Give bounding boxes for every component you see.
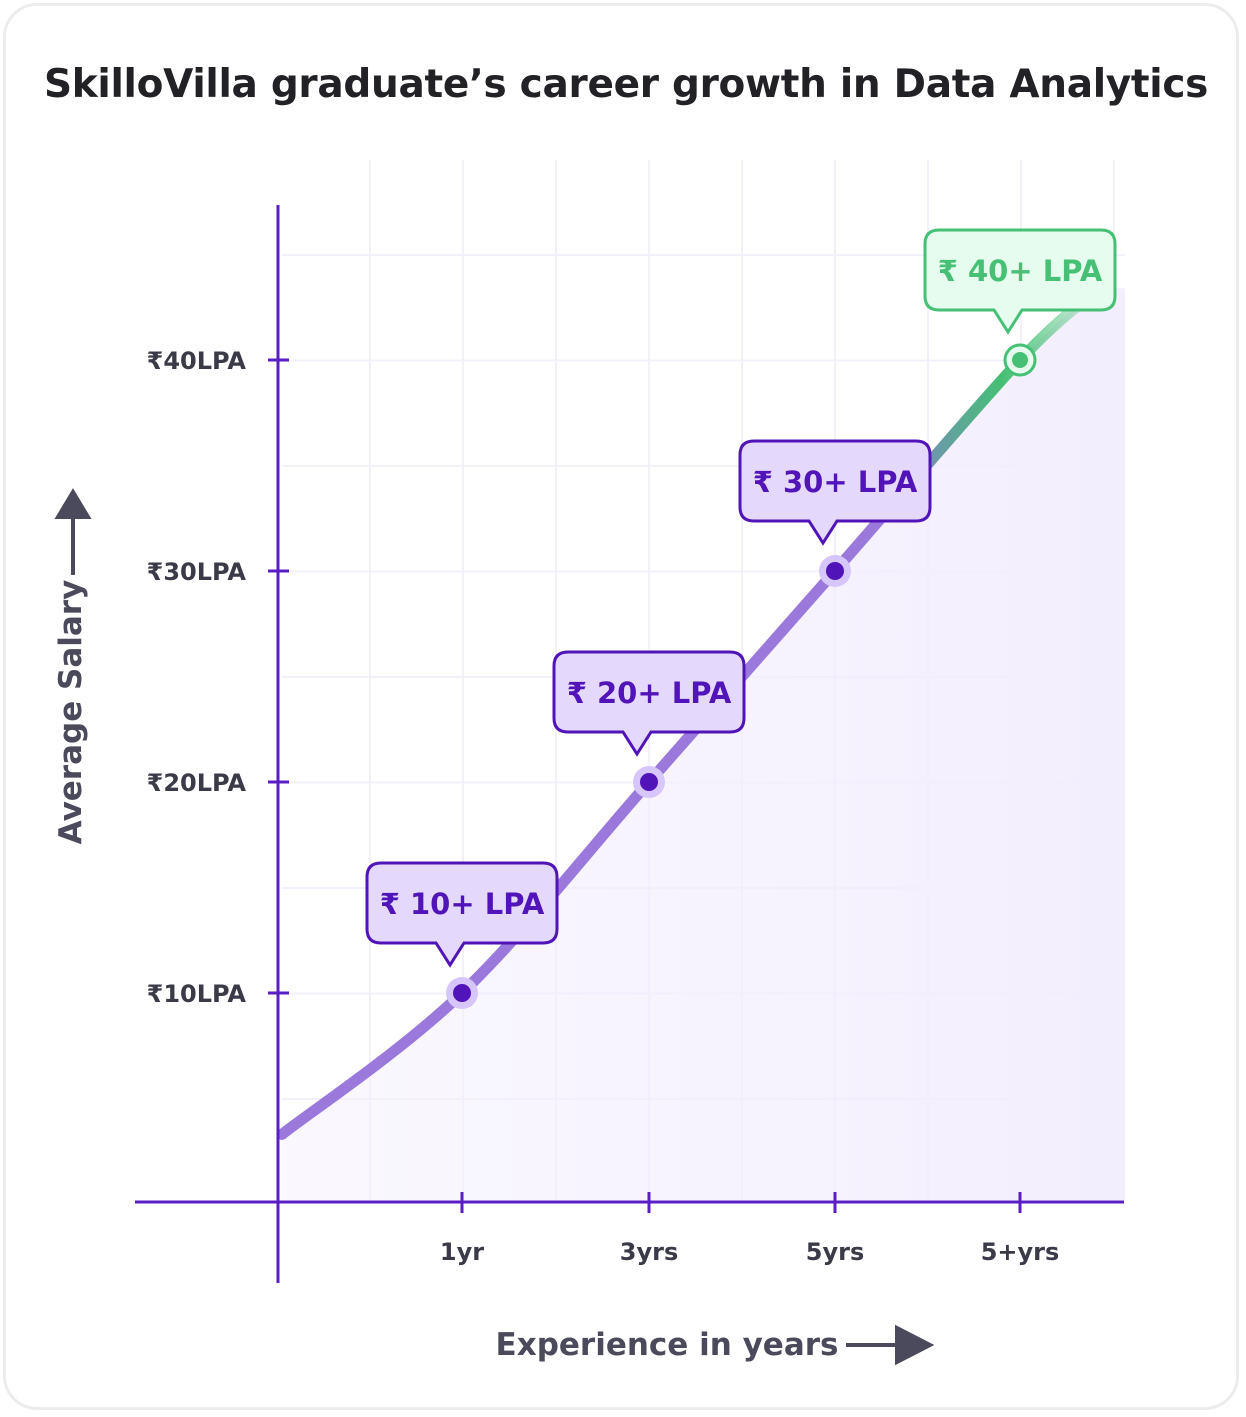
callout-bubble — [552, 650, 746, 757]
callout-bubble — [738, 439, 932, 546]
y-tick-label: ₹20LPA — [147, 769, 247, 797]
x-tick-label: 3yrs — [620, 1238, 678, 1266]
x-axis-title: Experience in years — [496, 1327, 839, 1363]
y-tick-label: ₹10LPA — [147, 980, 247, 1008]
callout-label: ₹ 20+ LPA — [567, 676, 732, 710]
x-tick-label: 5+yrs — [981, 1238, 1060, 1266]
x-tick-label: 1yr — [440, 1238, 484, 1266]
arrow-right-icon — [846, 1324, 935, 1366]
y-tick-label: ₹30LPA — [147, 558, 247, 586]
area-fill — [282, 288, 1125, 1200]
callout-label: ₹ 40+ LPA — [938, 254, 1103, 288]
callout-bubble — [923, 228, 1117, 335]
data-point — [640, 773, 658, 791]
callout-label: ₹ 30+ LPA — [753, 465, 918, 499]
callout-bubble — [365, 861, 559, 968]
data-point — [826, 562, 844, 580]
chart-title: SkilloVilla graduate’s career growth in … — [44, 62, 1209, 107]
data-point — [1012, 352, 1028, 368]
y-tick-label: ₹40LPA — [147, 347, 247, 375]
callout-label: ₹ 10+ LPA — [380, 887, 545, 921]
y-axis-title: Average Salary — [53, 580, 89, 845]
data-point — [453, 984, 471, 1002]
x-tick-label: 5yrs — [806, 1238, 864, 1266]
arrow-up-icon — [54, 488, 92, 575]
